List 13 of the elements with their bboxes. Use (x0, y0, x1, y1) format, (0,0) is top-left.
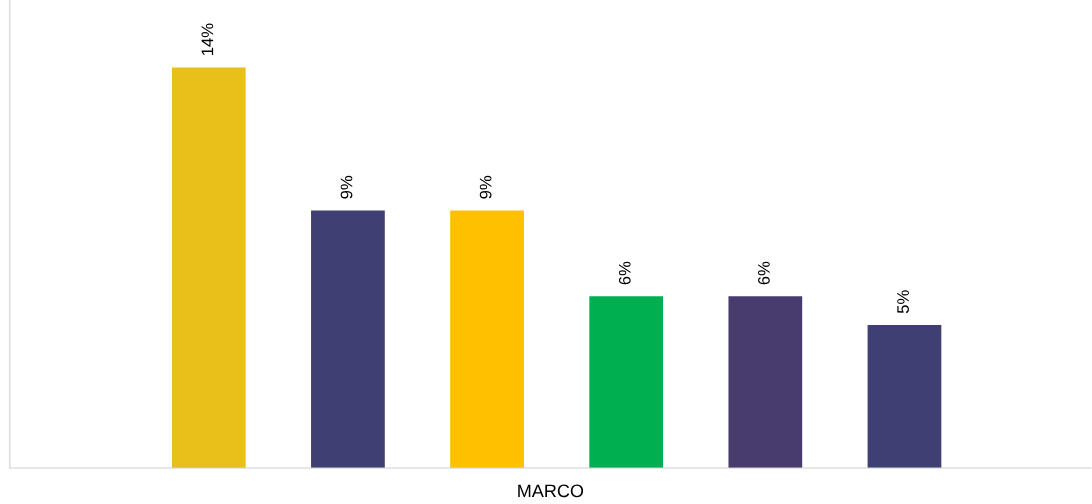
x-axis-title: MARCO (518, 484, 584, 498)
data-label: 9% (340, 175, 353, 199)
bar (589, 296, 664, 469)
bar (450, 210, 524, 469)
data-label: 5% (897, 290, 909, 314)
bar (728, 296, 803, 469)
bar (867, 324, 942, 469)
data-label: 6% (758, 261, 770, 285)
data-label: 6% (618, 261, 631, 285)
data-label: 14% (201, 23, 214, 56)
bar (171, 67, 246, 469)
data-label: 9% (479, 175, 492, 199)
bar (311, 210, 385, 469)
